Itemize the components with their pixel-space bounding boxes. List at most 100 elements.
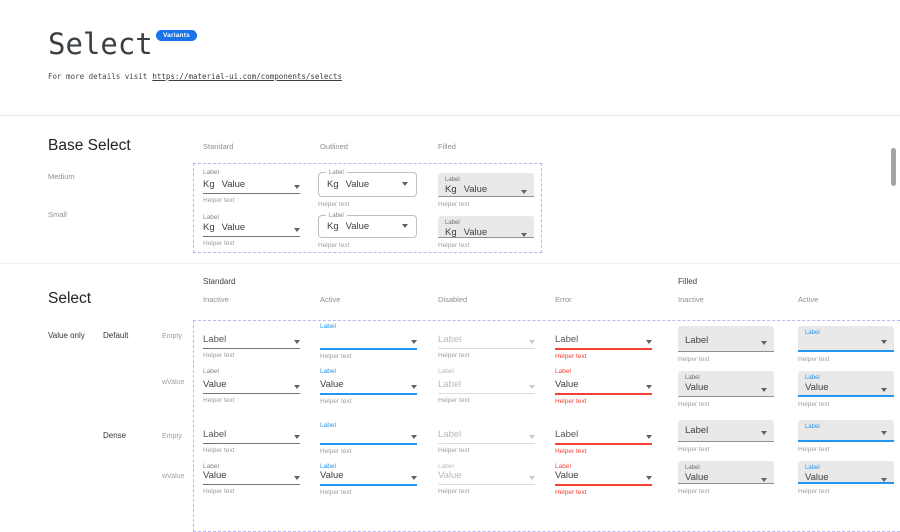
select-value: Value [685, 382, 709, 393]
base-standard-medium-select[interactable]: Label Kg Value Helper text [203, 168, 300, 204]
select-value: Value [221, 179, 246, 190]
select-helper-text: Helper text [798, 401, 830, 408]
state-active-filled: Active [798, 295, 819, 304]
select-helper-text: Helper text [320, 448, 352, 455]
select-standard-active[interactable]: Label Helper text [320, 322, 417, 360]
select-helper-text: Helper text [438, 488, 470, 495]
row-category-value-only: Value only [48, 331, 85, 340]
select-value: Value [320, 379, 344, 390]
select-standard-active[interactable]: Label Value Helper text [320, 367, 417, 405]
select-standard-disabled[interactable]: Label Label Helper text [438, 367, 535, 404]
state-error: Error [555, 295, 572, 304]
select-helper-text: Helper text [438, 201, 470, 208]
dropdown-arrow-icon [294, 435, 300, 439]
select-filled-active[interactable]: Label Value Helper text [798, 461, 895, 495]
select-filled-inactive[interactable]: Label Value Helper text [678, 461, 775, 495]
select-helper-text: Helper text [203, 488, 235, 495]
select-floating-label: Label [320, 422, 336, 429]
select-floating-label: Label [438, 463, 454, 470]
select-floating-label [555, 322, 652, 331]
select-helper-text: Helper text [438, 447, 470, 454]
select-standard-inactive[interactable]: Label Helper text [203, 322, 300, 359]
select-standard-error[interactable]: Label Value Helper text [555, 462, 652, 496]
dropdown-arrow-icon [294, 228, 300, 232]
select-adornment: Kg [445, 227, 457, 238]
select-helper-text: Helper text [678, 356, 710, 363]
section-divider [0, 263, 900, 264]
select-floating-label: Label [805, 424, 820, 430]
select-helper-text: Helper text [203, 447, 235, 454]
select-standard-error[interactable]: Label Value Helper text [555, 367, 652, 405]
dropdown-arrow-icon [529, 476, 535, 480]
select-floating-label: Label [320, 323, 336, 330]
select-standard-active[interactable]: Label Helper text [320, 421, 417, 455]
select-filled-active[interactable]: Label Helper text [798, 326, 895, 363]
scrollbar-thumb[interactable] [891, 148, 896, 186]
select-helper-text: Helper text [555, 353, 587, 360]
select-standard-error[interactable]: Label Helper text [555, 322, 652, 360]
select-helper-text: Helper text [203, 197, 235, 204]
base-filled-medium-select[interactable]: Label Kg Value Helper text [438, 173, 534, 208]
select-standard-disabled[interactable]: Label Helper text [438, 421, 535, 454]
base-col-filled: Filled [438, 142, 456, 151]
select-adornment: Kg [445, 184, 457, 195]
dropdown-arrow-icon [411, 435, 417, 439]
select-floating-label: Label [555, 463, 571, 470]
select-helper-text: Helper text [798, 446, 830, 453]
select-value: Label [685, 425, 709, 436]
select-floating-label: Label [326, 212, 347, 220]
select-filled-inactive[interactable]: Label Value Helper text [678, 371, 775, 408]
select-standard-disabled[interactable]: Label Helper text [438, 322, 535, 359]
select-standard-active[interactable]: Label Value Helper text [320, 462, 417, 496]
select-helper-text: Helper text [203, 240, 235, 247]
state-active-standard: Active [320, 295, 341, 304]
select-value: Label [438, 379, 462, 390]
select-standard-inactive[interactable]: Label Value Helper text [203, 367, 300, 404]
select-filled-active[interactable]: Label Helper text [798, 420, 895, 453]
dropdown-arrow-icon [294, 340, 300, 344]
select-standard-error[interactable]: Label Helper text [555, 421, 652, 455]
select-adornment: Kg [327, 179, 339, 190]
select-standard-inactive[interactable]: Label Helper text [203, 421, 300, 454]
select-filled-inactive[interactable]: Label Helper text [678, 326, 775, 363]
select-floating-label: Label [203, 169, 219, 176]
select-value: Label [555, 334, 579, 345]
select-floating-label: Label [445, 220, 460, 226]
details-link[interactable]: https://material-ui.com/components/selec… [152, 72, 342, 81]
select-filled-inactive[interactable]: Label Helper text [678, 420, 775, 453]
select-floating-label: Label [805, 465, 820, 471]
select-helper-text: Helper text [438, 352, 470, 359]
select-floating-label: Label [685, 465, 700, 471]
select-floating-label: Label [326, 169, 347, 177]
select-helper-text: Helper text [678, 488, 710, 495]
select-value: Value [805, 382, 829, 393]
base-select-heading: Base Select [48, 137, 131, 154]
base-standard-small-select[interactable]: Label Kg Value Helper text [203, 213, 300, 247]
select-standard-disabled[interactable]: Label Value Helper text [438, 462, 535, 495]
select-floating-label: Label [805, 330, 820, 336]
dropdown-arrow-icon [646, 435, 652, 439]
base-col-outlined: Outlined [320, 142, 348, 151]
dropdown-arrow-icon [294, 476, 300, 480]
select-value: Label [203, 334, 227, 345]
select-standard-inactive[interactable]: Label Value Helper text [203, 462, 300, 495]
select-value: Label [438, 429, 462, 440]
select-grid-heading: Select [48, 290, 92, 307]
dropdown-arrow-icon [294, 185, 300, 189]
dropdown-arrow-icon [646, 385, 652, 389]
select-filled-active[interactable]: Label Value Helper text [798, 371, 895, 408]
dropdown-arrow-icon [402, 182, 408, 186]
base-filled-small-select[interactable]: Label Kg Value Helper text [438, 216, 534, 249]
base-outlined-medium-select[interactable]: Label Kg Value Helper text [318, 169, 417, 208]
select-helper-text: Helper text [798, 356, 830, 363]
base-outlined-small-select[interactable]: Label Kg Value Helper text [318, 212, 417, 249]
details-line: For more details visit https://material-u… [48, 72, 342, 81]
select-floating-label [203, 322, 300, 331]
select-value: Value [685, 472, 709, 483]
dropdown-arrow-icon [402, 224, 408, 228]
select-helper-text: Helper text [320, 489, 352, 496]
select-floating-label: Label [685, 375, 700, 381]
select-helper-text: Helper text [203, 397, 235, 404]
select-value: Value [320, 470, 344, 481]
select-value: Value [345, 221, 370, 232]
